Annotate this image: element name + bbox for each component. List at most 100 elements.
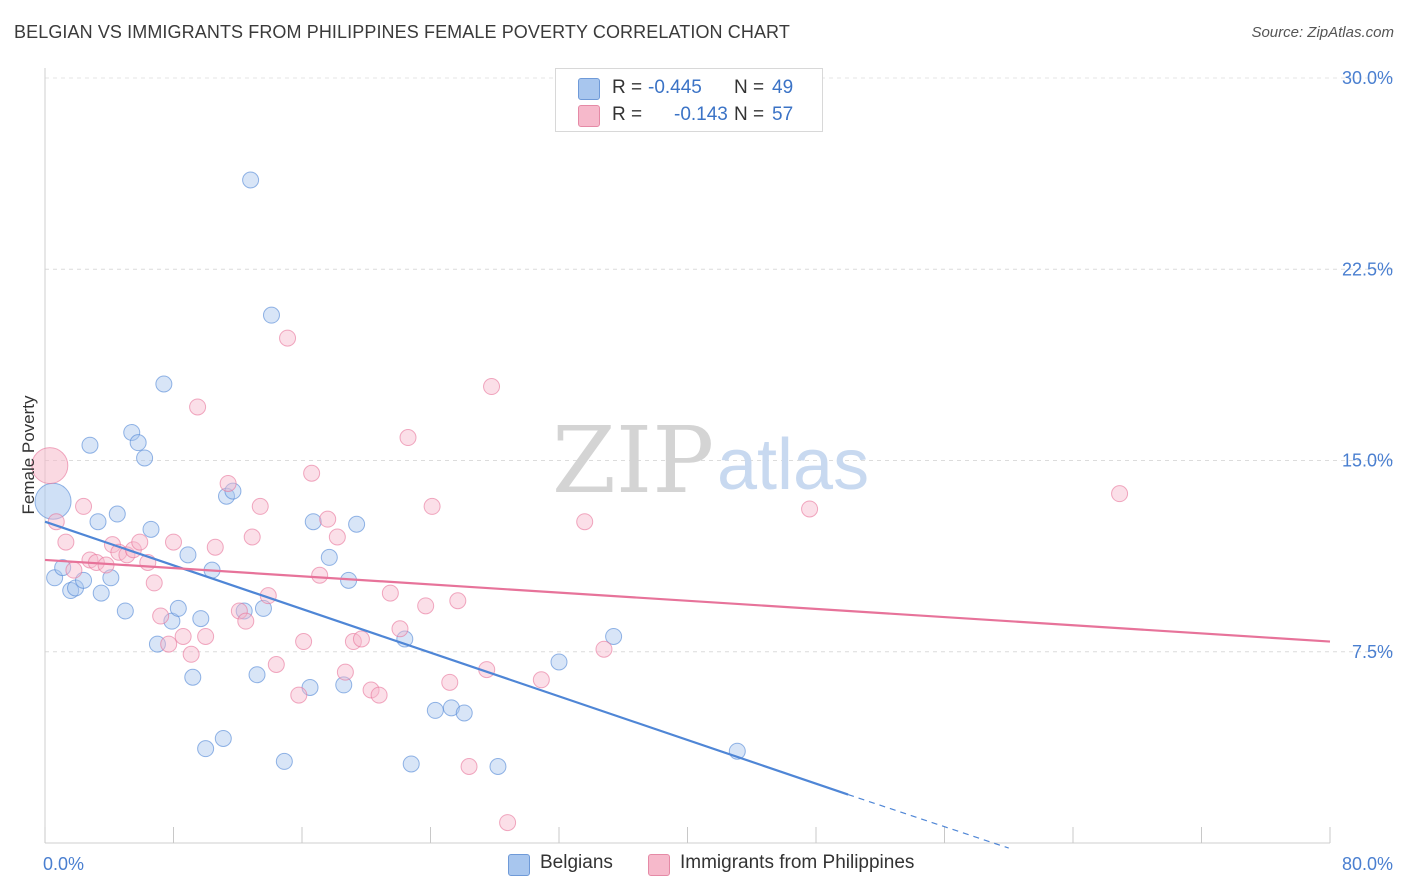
data-point — [532, 671, 550, 689]
bottom-legend-swatch-philippines — [648, 854, 670, 876]
data-point — [295, 633, 313, 651]
data-point — [279, 329, 297, 347]
data-point — [267, 656, 285, 673]
legend-swatch-belgians — [578, 78, 600, 100]
data-point — [81, 436, 99, 454]
data-point — [336, 663, 354, 681]
data-point — [335, 676, 353, 694]
data-point — [251, 497, 269, 515]
correlation-legend: R = -0.445 N = 49 R = -0.143 N = 57 — [555, 68, 823, 132]
legend-r-label: R = — [612, 104, 643, 125]
trend-line — [44, 520, 849, 796]
data-point — [483, 378, 501, 396]
data-point — [182, 645, 200, 663]
data-point — [54, 559, 72, 577]
y-tick-label: 15.0% — [1342, 451, 1393, 471]
data-point — [550, 653, 568, 671]
data-point — [165, 533, 182, 551]
data-point — [254, 599, 272, 617]
data-point — [179, 546, 197, 564]
data-point — [174, 627, 192, 645]
legend-r-label: R = — [612, 77, 643, 98]
data-point — [449, 592, 467, 610]
data-point — [801, 500, 819, 518]
data-point — [328, 528, 346, 546]
data-point — [160, 635, 178, 653]
y-axis-label: Female Poverty — [19, 395, 38, 515]
data-point — [605, 627, 623, 645]
trend-line — [44, 558, 1331, 643]
data-point — [237, 612, 255, 630]
data-point — [426, 701, 444, 719]
data-point — [123, 423, 141, 441]
x-tick-label-min: 0.0% — [43, 854, 84, 874]
data-point — [304, 513, 322, 531]
data-point — [499, 814, 517, 832]
data-point — [1111, 485, 1129, 503]
data-point — [370, 686, 388, 704]
data-point — [320, 548, 338, 566]
bottom-legend-swatch-belgians — [508, 854, 530, 876]
data-point — [230, 602, 248, 620]
data-point — [214, 729, 232, 747]
data-point — [206, 538, 224, 556]
data-point — [290, 686, 308, 704]
legend-r-value: -0.143 — [674, 104, 728, 125]
data-point — [248, 666, 266, 684]
trend-lines — [44, 520, 1331, 849]
data-point — [75, 497, 93, 515]
legend-n-value: 57 — [772, 104, 794, 125]
data-point — [242, 171, 260, 189]
data-point — [423, 497, 441, 515]
data-point — [402, 755, 420, 773]
data-point — [131, 533, 149, 551]
data-point — [197, 740, 215, 758]
data-point — [189, 398, 207, 416]
legend-n-label: N = — [734, 77, 765, 98]
data-point — [89, 513, 107, 531]
x-tick-label-max: 80.0% — [1342, 854, 1393, 874]
data-point — [460, 758, 478, 775]
data-point — [31, 447, 69, 485]
data-point — [262, 306, 280, 324]
data-point — [136, 449, 154, 467]
data-point — [62, 582, 80, 600]
data-point — [399, 429, 417, 447]
chart-title: BELGIAN VS IMMIGRANTS FROM PHILIPPINES F… — [14, 22, 790, 42]
bottom-legend-label-philippines: Immigrants from Philippines — [680, 852, 915, 873]
data-point — [243, 528, 261, 546]
data-point — [169, 599, 187, 617]
data-point — [129, 434, 147, 452]
legend-r-value: -0.445 — [648, 77, 702, 98]
data-point — [303, 464, 321, 482]
tick-labels: 7.5% 15.0% 22.5% 30.0% 0.0% 80.0% — [43, 68, 1393, 874]
data-point — [441, 673, 459, 691]
data-point — [489, 758, 507, 775]
legend-swatch-philippines — [578, 105, 600, 127]
data-point — [352, 630, 370, 648]
trend-line-extension — [847, 793, 1009, 849]
data-point — [576, 513, 594, 531]
data-point — [108, 505, 126, 523]
data-point — [102, 569, 120, 587]
y-tick-label: 30.0% — [1342, 68, 1393, 88]
data-point — [595, 640, 613, 658]
watermark: ZIP atlas — [552, 407, 869, 514]
data-point — [442, 699, 460, 717]
y-tick-label: 22.5% — [1342, 259, 1393, 279]
data-point — [92, 584, 110, 602]
data-point — [381, 584, 399, 602]
data-point — [275, 752, 293, 770]
data-point — [319, 510, 337, 528]
grid-lines — [45, 77, 1395, 653]
data-point — [152, 607, 170, 625]
data-point — [155, 375, 173, 393]
data-point — [192, 610, 210, 628]
data-point — [142, 520, 160, 538]
legend-n-value: 49 — [772, 77, 794, 98]
chart-source: Source: ZipAtlas.com — [1251, 24, 1394, 41]
data-point — [362, 681, 380, 699]
data-point — [455, 704, 473, 722]
y-tick-label: 7.5% — [1352, 642, 1393, 662]
